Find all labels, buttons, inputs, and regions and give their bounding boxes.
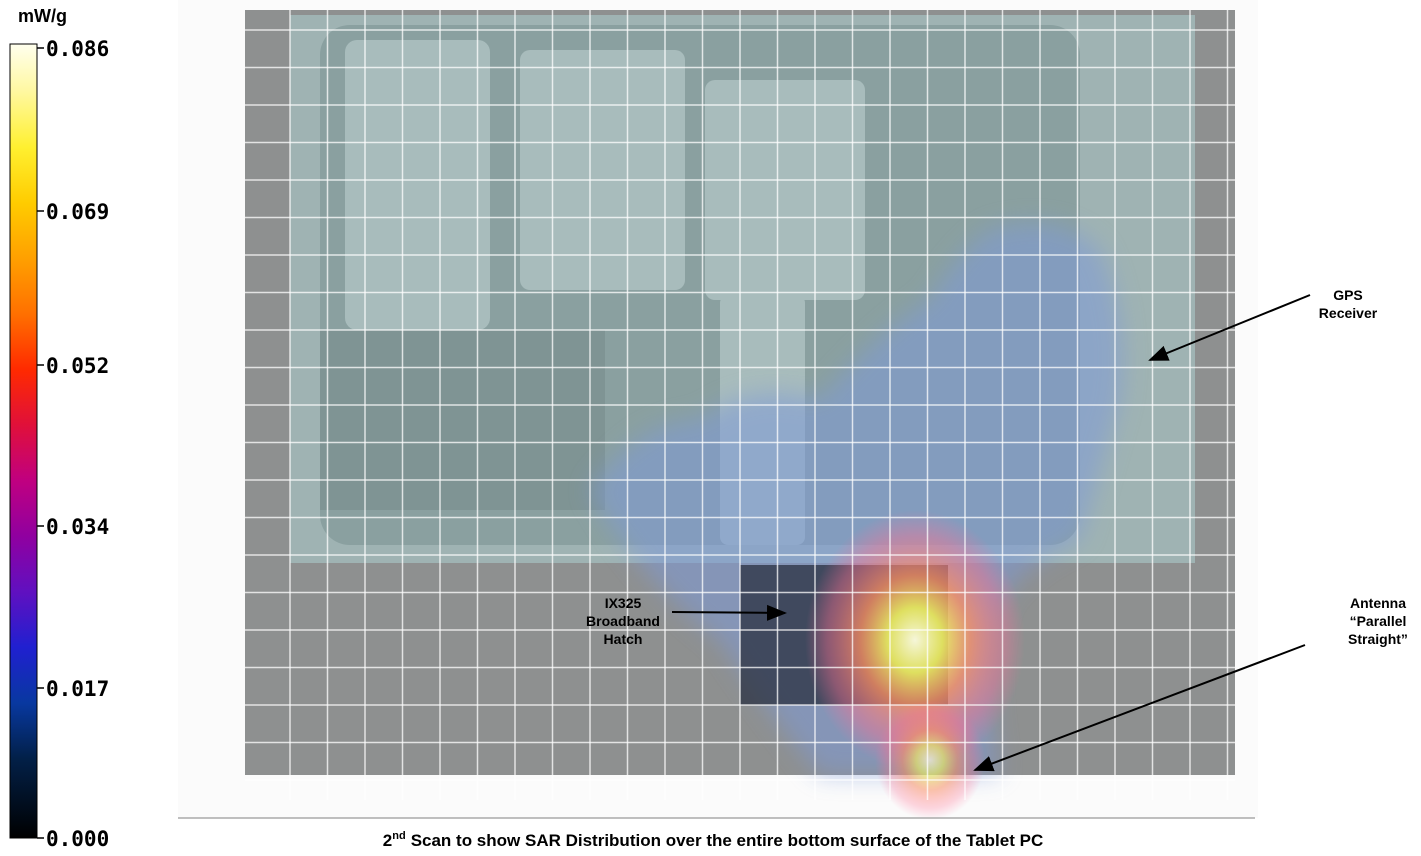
annotation-text: GPS (1333, 287, 1363, 303)
colorbar-tick-label: 0.034 (46, 515, 109, 539)
colorbar-scale (9, 43, 38, 839)
annotation-text: Antenna (1350, 595, 1406, 611)
caption-text: Scan to show SAR Distribution over the e… (411, 831, 1044, 850)
caption: 2nd Scan to show SAR Distribution over th… (383, 830, 1043, 850)
colorbar-tick-label: 0.000 (46, 827, 109, 851)
caption-number: 2 (383, 831, 392, 850)
colorbar-tick-label: 0.069 (46, 200, 109, 224)
colorbar-tick-label: 0.017 (46, 677, 109, 701)
annotation-text: IX325 (605, 595, 642, 611)
scan-image (178, 0, 1258, 820)
colorbar-tick-label: 0.052 (46, 354, 109, 378)
annotation-text: Hatch (604, 631, 643, 647)
annotation-text: Broadband (586, 613, 660, 629)
annotation-text: Straight” (1348, 631, 1408, 647)
annotation-text: “Parallel (1350, 613, 1407, 629)
colorbar: mW/g 0.086 0.069 0.052 0.034 0.017 0.000 (9, 6, 109, 851)
colorbar-tick-label: 0.086 (46, 37, 109, 61)
annotations: GPS Receiver Antenna “Parallel Straight” IX32… (586, 287, 1408, 772)
annotation-text: Receiver (1319, 305, 1378, 321)
caption-superscript: nd (392, 830, 405, 842)
colorbar-unit: mW/g (18, 6, 67, 26)
